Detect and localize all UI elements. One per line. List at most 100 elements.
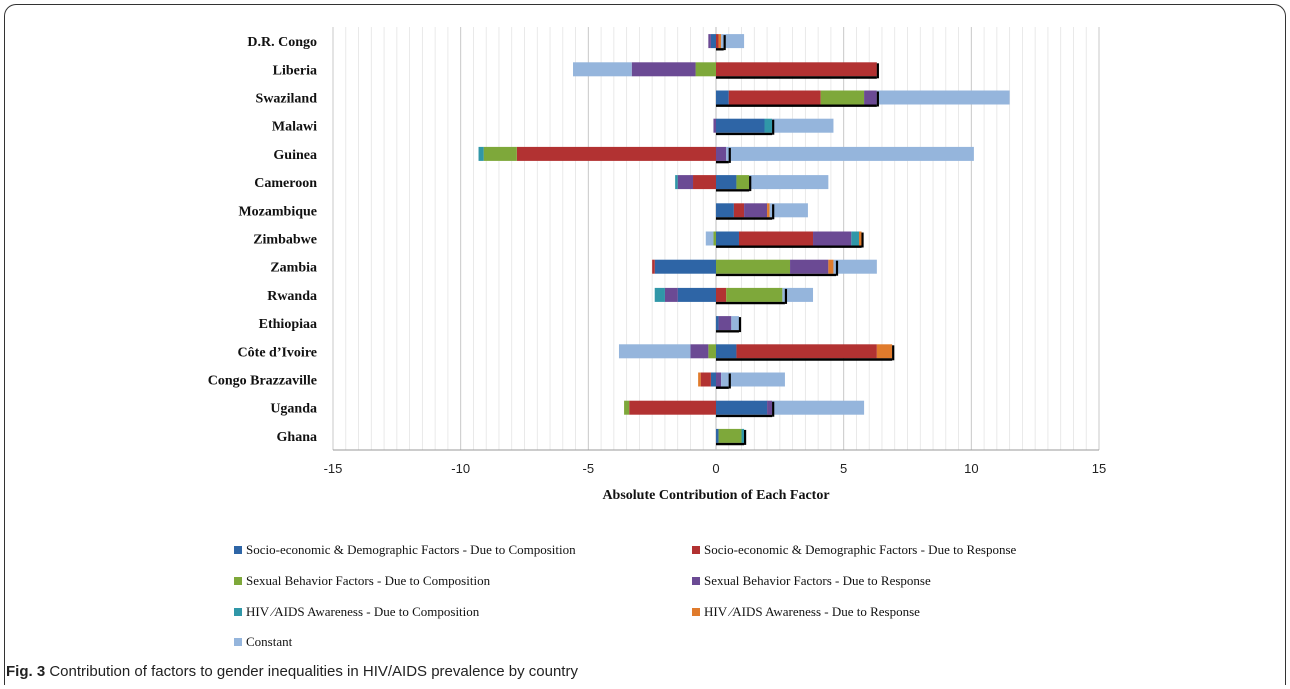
category-label: Swaziland [256,92,318,107]
caption-text: Contribution of factors to gender inequa… [49,663,578,680]
bar-segment [721,372,785,387]
bar-segment [716,118,765,133]
bar-segment [716,34,719,49]
bar-segment [629,400,716,415]
bar-segment [677,175,694,190]
bar-segment [573,62,632,77]
bar-segment [767,203,770,218]
bar-segment [695,62,716,77]
bar-segment [833,259,877,274]
bar-segment [782,287,814,302]
bar-segment [713,118,716,133]
bar-segment [618,344,691,359]
legend-swatch [234,577,242,585]
legend-item: HIV ⁄AIDS Awareness - Due to Composition [234,604,479,620]
bar-segment [708,34,711,49]
bar-segment [721,34,745,49]
category-label: Côte d’Ivoire [238,345,317,360]
bar-segment [716,146,727,161]
bar-segment [726,146,974,161]
legend-item: Socio-economic & Demographic Factors - D… [234,542,576,558]
bar-segment [700,372,711,387]
x-tick-label: 15 [1092,461,1106,476]
bar-segment [864,90,877,105]
bar-segment [478,146,484,161]
bar-segment [652,259,655,274]
bar-segment [654,259,716,274]
total-markers [716,35,895,446]
bar-segment [716,316,719,331]
legend-label: Sexual Behavior Factors - Due to Respons… [704,573,931,588]
bar-segment [858,231,862,246]
category-label: D.R. Congo [247,35,317,50]
bar-segment [744,203,768,218]
x-tick-label: -15 [324,461,343,476]
bar-segment [772,118,834,133]
bar-segment [708,344,716,359]
category-label: Zimbabwe [253,233,317,248]
category-labels: D.R. Congo Liberia Swaziland Malawi Guinea Ca… [208,35,317,445]
bar-segment [716,428,719,443]
bar-segment [693,175,716,190]
legend-swatch [692,546,700,554]
legend-label: Socio-economic & Demographic Factors - D… [246,542,576,557]
legend-label: Sexual Behavior Factors - Due to Composi… [246,573,491,588]
bar-segment [813,231,852,246]
bar-segment [733,203,745,218]
category-label: Ethiopiaa [259,317,317,332]
bar-segment [710,372,716,387]
bar-segment [716,400,768,415]
bar-segment [718,316,732,331]
category-label: Malawi [272,120,317,135]
bar-segment [876,344,893,359]
bar-segment [736,175,750,190]
bar-segment [741,428,745,443]
bar-segment [690,344,709,359]
bar-segment [828,259,834,274]
bar-segment [716,62,877,77]
bar-segment [483,146,517,161]
category-label: Guinea [273,148,317,163]
bar-segment [698,372,701,387]
bar-segment [769,203,808,218]
bar-segment [716,259,791,274]
x-tick-label: -10 [451,461,470,476]
bar-segment [820,90,865,105]
bar-segment [654,287,665,302]
category-label: Cameroon [254,176,317,191]
bar-segment [851,231,859,246]
bar-segment [716,372,722,387]
x-axis-label: Absolute Contribution of Each Factor [602,488,829,503]
legend-item: Sexual Behavior Factors - Due to Composi… [234,573,490,589]
category-label: Zambia [270,261,317,276]
stacked-bar-chart: D.R. Congo Liberia Swaziland Malawi Guinea Ca… [208,27,1106,503]
legend-swatch [692,577,700,585]
bar-segment [675,175,678,190]
bar-segment [726,287,783,302]
category-label: Congo Brazzaville [208,374,317,389]
bar-segment [664,287,678,302]
legend-item: Sexual Behavior Factors - Due to Respons… [692,573,931,589]
legend-label: HIV ⁄AIDS Awareness - Due to Composition [246,604,480,619]
bar-segment [716,90,729,105]
legend-label: Constant [246,634,293,649]
category-label: Liberia [273,63,317,78]
bar-segment [716,287,727,302]
bar-segment [876,90,1010,105]
caption-label: Fig. 3 [6,663,46,680]
bar-segment [772,400,865,415]
bar-segment [716,231,739,246]
bar-segment [516,146,716,161]
bar-segment [731,316,739,331]
x-tick-label: 5 [840,461,847,476]
category-label: Ghana [277,430,317,445]
category-label: Uganda [270,402,317,417]
x-tick-label: 0 [712,461,719,476]
bar-segment [716,175,737,190]
bar-segment [677,287,716,302]
legend-label: Socio-economic & Demographic Factors - D… [704,542,1017,557]
bar-segment [738,231,814,246]
grid-lines [332,27,1100,451]
bar-segment [710,34,716,49]
legend-swatch [234,638,242,646]
